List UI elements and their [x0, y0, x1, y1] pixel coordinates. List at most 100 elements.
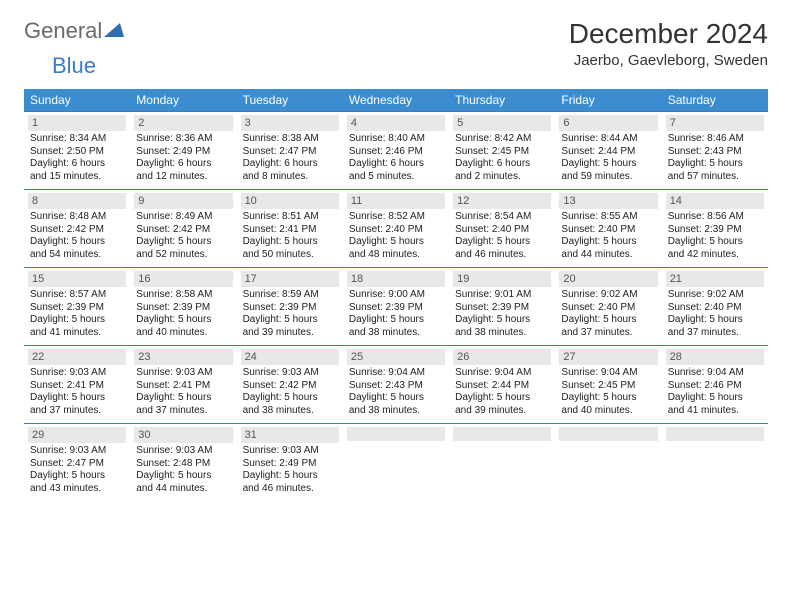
- day-number: 14: [666, 193, 764, 209]
- day-header: Friday: [555, 89, 661, 112]
- calendar-cell: 6Sunrise: 8:44 AMSunset: 2:44 PMDaylight…: [555, 112, 661, 190]
- sunrise-line: Sunrise: 8:52 AM: [349, 211, 443, 224]
- sunrise-line: Sunrise: 9:03 AM: [30, 445, 124, 458]
- sunrise-line: Sunrise: 9:03 AM: [243, 445, 337, 458]
- daylight-line: Daylight: 5 hours and 57 minutes.: [668, 158, 762, 183]
- sunrise-line: Sunrise: 9:03 AM: [243, 367, 337, 380]
- sunset-line: Sunset: 2:43 PM: [349, 380, 443, 393]
- day-number: 6: [559, 115, 657, 131]
- day-number: 1: [28, 115, 126, 131]
- sunrise-line: Sunrise: 9:04 AM: [668, 367, 762, 380]
- daylight-line: Daylight: 5 hours and 43 minutes.: [30, 470, 124, 495]
- daylight-line: Daylight: 5 hours and 54 minutes.: [30, 236, 124, 261]
- day-number: 21: [666, 271, 764, 287]
- day-info: Sunrise: 8:44 AMSunset: 2:44 PMDaylight:…: [559, 131, 657, 183]
- day-number: 24: [241, 349, 339, 365]
- daylight-line: Daylight: 5 hours and 46 minutes.: [455, 236, 549, 261]
- sunrise-line: Sunrise: 8:40 AM: [349, 133, 443, 146]
- daylight-line: Daylight: 5 hours and 44 minutes.: [136, 470, 230, 495]
- daylight-line: Daylight: 5 hours and 38 minutes.: [349, 314, 443, 339]
- sunset-line: Sunset: 2:42 PM: [243, 380, 337, 393]
- daylight-line: Daylight: 5 hours and 42 minutes.: [668, 236, 762, 261]
- calendar-cell: 13Sunrise: 8:55 AMSunset: 2:40 PMDayligh…: [555, 190, 661, 268]
- day-header: Monday: [130, 89, 236, 112]
- day-number: 28: [666, 349, 764, 365]
- daylight-line: Daylight: 5 hours and 50 minutes.: [243, 236, 337, 261]
- day-info: Sunrise: 8:36 AMSunset: 2:49 PMDaylight:…: [134, 131, 232, 183]
- day-number: 26: [453, 349, 551, 365]
- daylight-line: Daylight: 5 hours and 37 minutes.: [668, 314, 762, 339]
- day-number: 16: [134, 271, 232, 287]
- sunset-line: Sunset: 2:41 PM: [30, 380, 124, 393]
- logo: General: [24, 18, 124, 44]
- day-info: Sunrise: 8:51 AMSunset: 2:41 PMDaylight:…: [241, 209, 339, 261]
- sunrise-line: Sunrise: 9:04 AM: [455, 367, 549, 380]
- sunrise-line: Sunrise: 9:03 AM: [136, 367, 230, 380]
- day-info: Sunrise: 8:48 AMSunset: 2:42 PMDaylight:…: [28, 209, 126, 261]
- daylight-line: Daylight: 5 hours and 38 minutes.: [349, 392, 443, 417]
- sunrise-line: Sunrise: 9:03 AM: [30, 367, 124, 380]
- day-info: Sunrise: 8:56 AMSunset: 2:39 PMDaylight:…: [666, 209, 764, 261]
- day-number: 27: [559, 349, 657, 365]
- sunrise-line: Sunrise: 9:00 AM: [349, 289, 443, 302]
- sunset-line: Sunset: 2:46 PM: [349, 146, 443, 159]
- sunset-line: Sunset: 2:40 PM: [668, 302, 762, 315]
- calendar-week: 22Sunrise: 9:03 AMSunset: 2:41 PMDayligh…: [24, 346, 768, 424]
- day-header: Sunday: [24, 89, 130, 112]
- day-info: Sunrise: 8:52 AMSunset: 2:40 PMDaylight:…: [347, 209, 445, 261]
- calendar-cell: 20Sunrise: 9:02 AMSunset: 2:40 PMDayligh…: [555, 268, 661, 346]
- day-info: Sunrise: 8:55 AMSunset: 2:40 PMDaylight:…: [559, 209, 657, 261]
- sunrise-line: Sunrise: 8:58 AM: [136, 289, 230, 302]
- calendar-cell: [343, 424, 449, 502]
- day-info: Sunrise: 8:54 AMSunset: 2:40 PMDaylight:…: [453, 209, 551, 261]
- sunset-line: Sunset: 2:40 PM: [455, 224, 549, 237]
- calendar-cell: 9Sunrise: 8:49 AMSunset: 2:42 PMDaylight…: [130, 190, 236, 268]
- calendar-cell: 4Sunrise: 8:40 AMSunset: 2:46 PMDaylight…: [343, 112, 449, 190]
- day-number: 23: [134, 349, 232, 365]
- day-info: Sunrise: 9:03 AMSunset: 2:41 PMDaylight:…: [134, 365, 232, 417]
- day-info: Sunrise: 9:02 AMSunset: 2:40 PMDaylight:…: [666, 287, 764, 339]
- calendar-cell: 12Sunrise: 8:54 AMSunset: 2:40 PMDayligh…: [449, 190, 555, 268]
- logo-word-blue: Blue: [52, 53, 96, 78]
- day-number: 31: [241, 427, 339, 443]
- calendar-cell: 28Sunrise: 9:04 AMSunset: 2:46 PMDayligh…: [662, 346, 768, 424]
- daylight-line: Daylight: 6 hours and 15 minutes.: [30, 158, 124, 183]
- day-number: 5: [453, 115, 551, 131]
- day-info: Sunrise: 8:42 AMSunset: 2:45 PMDaylight:…: [453, 131, 551, 183]
- calendar-cell: 10Sunrise: 8:51 AMSunset: 2:41 PMDayligh…: [237, 190, 343, 268]
- day-header: Wednesday: [343, 89, 449, 112]
- daylight-line: Daylight: 5 hours and 46 minutes.: [243, 470, 337, 495]
- sunrise-line: Sunrise: 9:03 AM: [136, 445, 230, 458]
- sunset-line: Sunset: 2:39 PM: [136, 302, 230, 315]
- day-number: [453, 427, 551, 441]
- daylight-line: Daylight: 5 hours and 41 minutes.: [30, 314, 124, 339]
- sunrise-line: Sunrise: 8:57 AM: [30, 289, 124, 302]
- calendar-cell: 27Sunrise: 9:04 AMSunset: 2:45 PMDayligh…: [555, 346, 661, 424]
- daylight-line: Daylight: 5 hours and 48 minutes.: [349, 236, 443, 261]
- logo-triangle-icon: [104, 21, 124, 42]
- calendar-week: 1Sunrise: 8:34 AMSunset: 2:50 PMDaylight…: [24, 112, 768, 190]
- sunset-line: Sunset: 2:41 PM: [136, 380, 230, 393]
- location-subtitle: Jaerbo, Gaevleborg, Sweden: [569, 52, 768, 69]
- daylight-line: Daylight: 5 hours and 37 minutes.: [136, 392, 230, 417]
- daylight-line: Daylight: 5 hours and 37 minutes.: [561, 314, 655, 339]
- day-number: 22: [28, 349, 126, 365]
- sunset-line: Sunset: 2:48 PM: [136, 458, 230, 471]
- daylight-line: Daylight: 5 hours and 38 minutes.: [243, 392, 337, 417]
- daylight-line: Daylight: 5 hours and 40 minutes.: [561, 392, 655, 417]
- day-info: Sunrise: 8:49 AMSunset: 2:42 PMDaylight:…: [134, 209, 232, 261]
- day-number: 18: [347, 271, 445, 287]
- sunrise-line: Sunrise: 9:01 AM: [455, 289, 549, 302]
- day-number: 15: [28, 271, 126, 287]
- calendar-cell: 3Sunrise: 8:38 AMSunset: 2:47 PMDaylight…: [237, 112, 343, 190]
- day-info: Sunrise: 8:57 AMSunset: 2:39 PMDaylight:…: [28, 287, 126, 339]
- day-number: 30: [134, 427, 232, 443]
- calendar-week: 15Sunrise: 8:57 AMSunset: 2:39 PMDayligh…: [24, 268, 768, 346]
- calendar-cell: 21Sunrise: 9:02 AMSunset: 2:40 PMDayligh…: [662, 268, 768, 346]
- sunset-line: Sunset: 2:45 PM: [455, 146, 549, 159]
- sunrise-line: Sunrise: 8:44 AM: [561, 133, 655, 146]
- sunrise-line: Sunrise: 9:02 AM: [561, 289, 655, 302]
- sunset-line: Sunset: 2:49 PM: [243, 458, 337, 471]
- sunrise-line: Sunrise: 8:46 AM: [668, 133, 762, 146]
- sunset-line: Sunset: 2:42 PM: [30, 224, 124, 237]
